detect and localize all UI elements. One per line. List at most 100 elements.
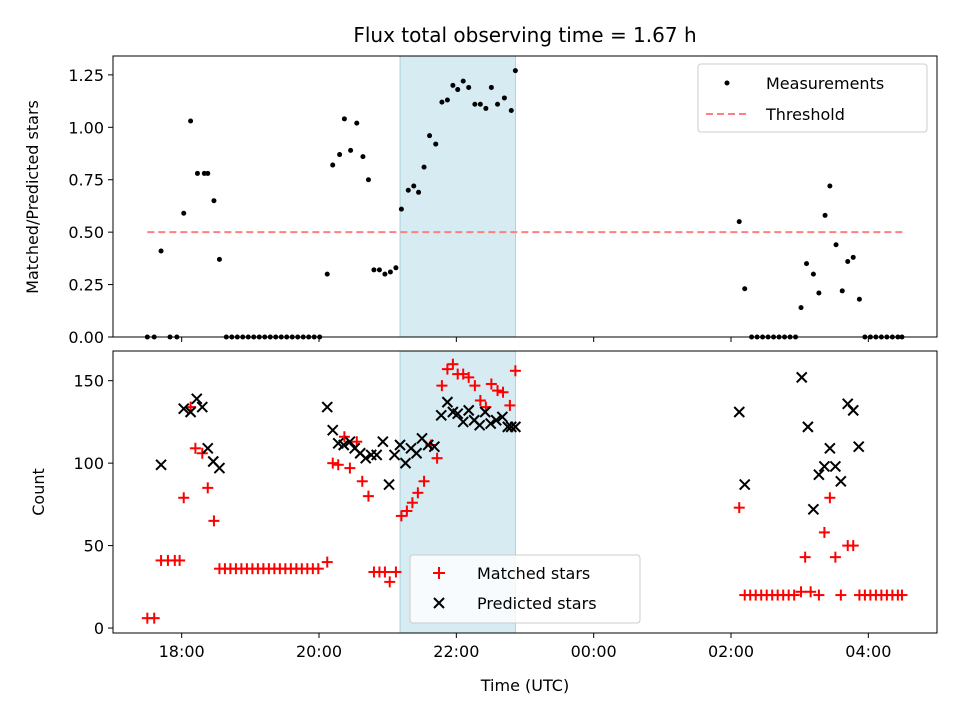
measurements-point (833, 242, 839, 248)
top-y-tick-label: 1.00 (68, 118, 104, 137)
predicted-stars-point (451, 407, 464, 420)
measurements-point (371, 267, 377, 273)
matched-stars-point (497, 386, 509, 398)
measurements-point (341, 116, 347, 122)
top-y-ticks: 0.00 0.25 0.50 0.75 1.00 1.25 (68, 66, 113, 347)
measurements-point (365, 177, 371, 183)
matched-stars-point (504, 399, 516, 411)
matched-stars-point (818, 526, 830, 538)
predicted-stars-point (359, 452, 372, 464)
bottom-x-tick-label: 04:00 (845, 642, 891, 661)
measurements-point (211, 198, 217, 204)
matched-stars-point (795, 586, 807, 598)
matched-stars-point (312, 563, 324, 575)
top-y-tick-label: 0.75 (68, 171, 104, 190)
measurements-point (216, 256, 222, 262)
matched-stars-point (469, 380, 481, 392)
measurements-point (736, 219, 742, 225)
matched-stars-point (189, 442, 201, 454)
predicted-stars-point (509, 421, 522, 433)
matched-stars-point (321, 556, 333, 568)
measurements-point (512, 68, 518, 74)
matched-stars-point (474, 394, 486, 406)
matched-stars-point (362, 490, 374, 502)
predicted-stars-point (388, 449, 401, 461)
predicted-stars-point (370, 449, 383, 461)
predicted-stars-point (377, 435, 389, 448)
measurements-point (444, 97, 450, 103)
predicted-stars-point (739, 478, 751, 491)
measurements-point (201, 170, 207, 176)
measurements-point (205, 170, 211, 176)
predicted-stars-point (184, 406, 197, 418)
bottom-points-layer (141, 358, 908, 624)
measurements-point (850, 254, 856, 260)
measurements-point (488, 84, 494, 90)
measurements-point (439, 99, 445, 105)
predicted-stars-point (202, 442, 214, 455)
measurements-point (822, 212, 828, 218)
matched-stars-point (492, 385, 504, 397)
predicted-stars-point (399, 457, 412, 469)
predicted-stars-point (178, 403, 190, 415)
measurements-point (188, 118, 194, 124)
predicted-stars-point (829, 460, 842, 473)
matched-stars-point (395, 510, 407, 522)
matched-stars-point (463, 371, 475, 383)
matched-stars-point (509, 365, 521, 377)
measurements-point (411, 183, 417, 189)
measurements-point (810, 271, 816, 277)
predicted-stars-point (410, 447, 423, 459)
matched-stars-point (406, 497, 418, 509)
top-y-tick-label: 0.00 (68, 328, 104, 347)
measurements-point (501, 95, 507, 101)
matched-stars-point (338, 431, 350, 443)
matched-stars-point (418, 475, 430, 487)
bottom-x-tick-label: 20:00 (296, 642, 342, 661)
predicted-stars-point (496, 411, 509, 423)
matched-stars-point (178, 492, 190, 504)
predicted-stars-point (473, 419, 486, 431)
top-y-tick-label: 1.25 (68, 66, 104, 85)
matched-stars-point (431, 452, 443, 464)
predicted-stars-point (344, 435, 356, 448)
matched-stars-point (733, 502, 745, 514)
measurements-point (324, 271, 330, 277)
predicted-stars-point (818, 460, 831, 473)
matched-stars-point (412, 487, 424, 499)
legend-predicted-marker (433, 597, 445, 609)
bottom-panel: 0 50 100 150 18:00 20:00 22:00 00:00 02:00 04:00… (29, 350, 938, 695)
top-y-tick-label: 0.50 (68, 223, 104, 242)
top-x-ticks (181, 337, 869, 342)
measurements-point (472, 101, 478, 107)
chart-title: Flux total observing time = 1.67 h (353, 23, 696, 47)
predicted-stars-point (327, 424, 339, 436)
matched-stars-point (202, 482, 214, 494)
measurements-point (405, 187, 411, 193)
predicted-stars-point (490, 414, 502, 426)
predicted-stars-point (338, 439, 350, 451)
matched-stars-point (447, 358, 459, 370)
matched-stars-point (344, 462, 356, 474)
measurements-point (798, 305, 804, 311)
legend-measurements-marker (724, 80, 730, 86)
measurements-point (450, 82, 456, 88)
bottom-y-axis-label: Count (29, 468, 48, 516)
bottom-x-tick-label: 00:00 (571, 642, 617, 661)
matched-stars-point (379, 566, 391, 578)
measurements-point (354, 120, 360, 126)
matched-stars-point (332, 459, 344, 471)
predicted-stars-point (813, 468, 825, 481)
top-legend: Measurements Threshold (697, 63, 928, 133)
bottom-y-tick-label: 100 (73, 454, 104, 473)
matched-stars-point (824, 492, 836, 504)
predicted-stars-point (733, 406, 745, 418)
predicted-stars-point (321, 401, 333, 413)
measurements-point (421, 164, 427, 170)
measurements-point (348, 147, 354, 153)
measurements-point (416, 189, 422, 195)
bottom-axes-frame (112, 350, 938, 634)
matched-stars-point (174, 554, 186, 566)
predicted-stars-point (196, 401, 208, 413)
